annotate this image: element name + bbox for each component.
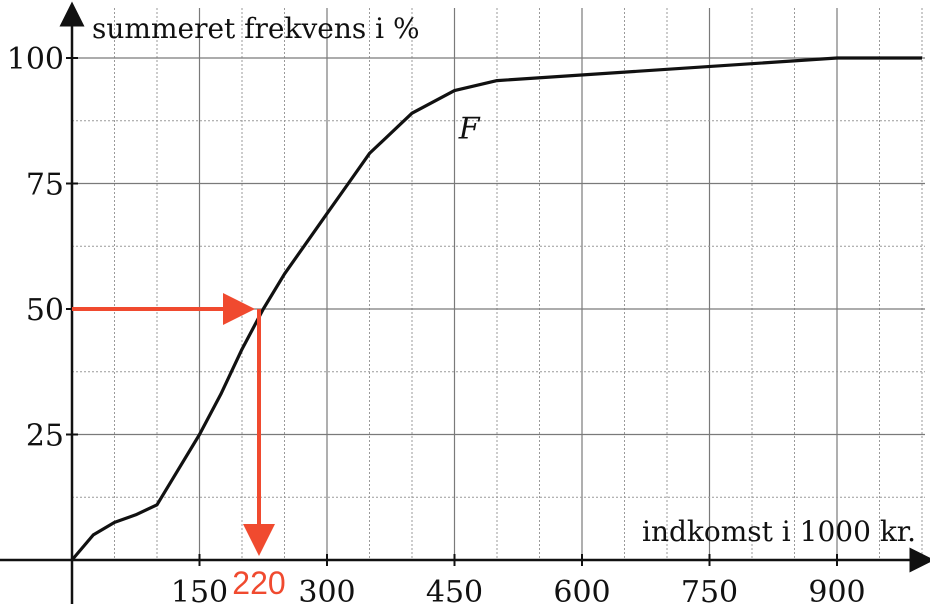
series-label: F [458, 111, 481, 146]
x-axis-label: indkomst i 1000 kr. [642, 515, 916, 548]
y-tick-label: 25 [26, 419, 64, 454]
tick-labels: 25 50 75 100 150 300 450 600 750 900 [7, 42, 866, 610]
series-line-F [70, 56, 922, 562]
y-tick-label: 75 [26, 168, 64, 203]
x-tick-label: 450 [426, 575, 483, 610]
grid [72, 8, 925, 560]
x-tick-label: 150 [171, 575, 228, 610]
median-value-label: 220 [232, 565, 285, 601]
series-layer: F [70, 56, 922, 562]
x-tick-label: 900 [808, 575, 865, 610]
median-annotation: 220 [72, 293, 286, 601]
y-tick-label: 50 [26, 293, 64, 328]
x-tick-label: 600 [553, 575, 610, 610]
x-tick-label: 300 [298, 575, 355, 610]
y-tick-label: 100 [7, 42, 64, 77]
y-axis-label: summeret frekvens i % [92, 12, 420, 45]
x-tick-label: 750 [681, 575, 738, 610]
